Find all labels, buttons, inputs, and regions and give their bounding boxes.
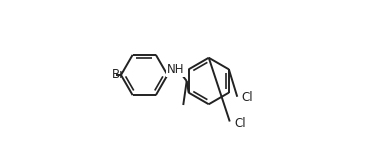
Text: Cl: Cl xyxy=(234,117,246,130)
Text: NH: NH xyxy=(167,63,184,76)
Text: Cl: Cl xyxy=(242,91,253,104)
Text: Br: Br xyxy=(112,69,125,81)
